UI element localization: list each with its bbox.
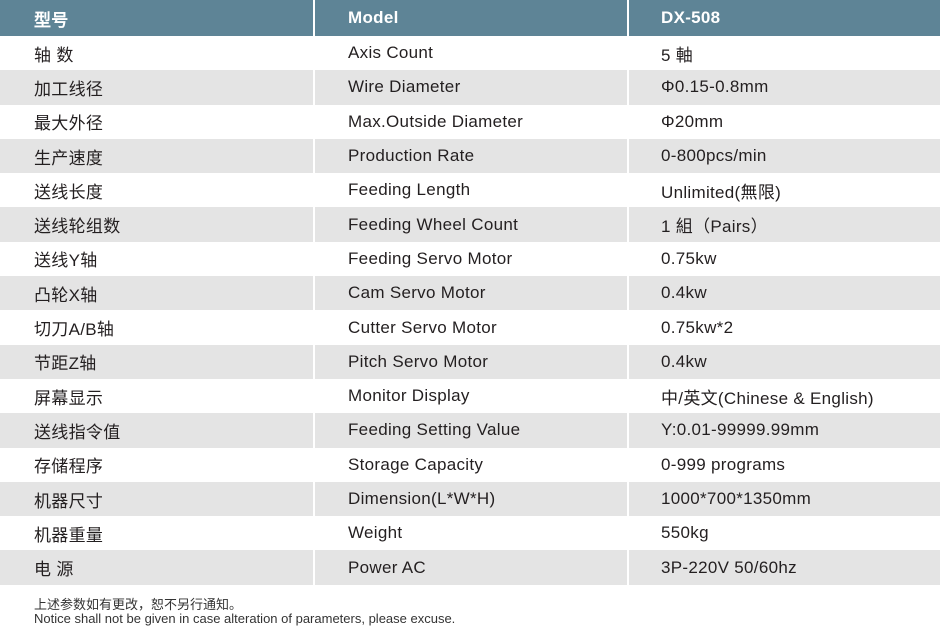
- table-cell: 屏幕显示: [34, 388, 104, 408]
- table-row: 送线轮组数 Feeding Wheel Count 1 組（Pairs）: [0, 207, 940, 242]
- table-cell: 凸轮X轴: [34, 285, 98, 305]
- table-cell: 节距Z轴: [34, 354, 97, 374]
- table-row: 机器重量 Weight 550kg: [0, 516, 940, 551]
- table-cell: Storage Capacity: [313, 447, 627, 482]
- table-row: 机器尺寸 Dimension(L*W*H) 1000*700*1350mm: [0, 481, 940, 517]
- table-cell: Pitch Servo Motor: [313, 344, 627, 379]
- table-cell: Power AC: [313, 550, 627, 585]
- header-cell: Model: [313, 0, 627, 36]
- header-cell: DX-508: [627, 0, 940, 36]
- table-cell: 送线轮组数: [34, 217, 121, 237]
- table-cell: 0.75kw*2: [627, 310, 940, 345]
- table-cell: Axis Count: [313, 36, 627, 71]
- table-cell: 1 組（Pairs）: [627, 207, 940, 242]
- table-cell: 生产速度: [34, 148, 104, 168]
- spec-table: 型号 Model DX-508 轴 数 Axis Count 5 軸加工线径 Wire…: [0, 0, 940, 585]
- table-cell: Dimension(L*W*H): [313, 481, 627, 517]
- table-cell: Weight: [313, 516, 627, 551]
- table-cell: Y:0.01-99999.99mm: [627, 413, 940, 448]
- table-row: 节距Z轴 Pitch Servo Motor 0.4kw: [0, 344, 940, 379]
- table-cell: 送线指令值: [34, 422, 121, 442]
- table-row: 凸轮X轴 Cam Servo Motor 0.4kw: [0, 276, 940, 311]
- notice: 上述参数如有更改，恕不另行通知。 Notice shall not be giv…: [34, 598, 455, 626]
- table-cell: 中/英文(Chinese & English): [627, 378, 940, 414]
- table-cell: Feeding Length: [313, 173, 627, 208]
- table-cell: Feeding Servo Motor: [313, 241, 627, 277]
- table-cell: 0.75kw: [627, 241, 940, 277]
- table-cell: 切刀A/B轴: [34, 320, 115, 340]
- table-cell: 送线长度: [34, 182, 104, 202]
- table-cell: 存储程序: [34, 457, 104, 477]
- table-row: 轴 数 Axis Count 5 軸: [0, 36, 940, 71]
- table-row: 最大外径 Max.Outside Diameter Φ20mm: [0, 104, 940, 139]
- table-row: 加工线径 Wire Diameter Φ0.15-0.8mm: [0, 70, 940, 105]
- table-cell: Φ20mm: [627, 104, 940, 139]
- table-cell: 机器重量: [34, 525, 104, 545]
- header-cell: 型号: [34, 10, 69, 30]
- table-row: 送线Y轴 Feeding Servo Motor 0.75kw: [0, 241, 940, 277]
- table-row: 生产速度 Production Rate 0-800pcs/min: [0, 138, 940, 174]
- table-row: 送线指令值 Feeding Setting Value Y:0.01-99999.9…: [0, 413, 940, 448]
- table-cell: 1000*700*1350mm: [627, 481, 940, 517]
- table-cell: Monitor Display: [313, 378, 627, 414]
- table-cell: Max.Outside Diameter: [313, 104, 627, 139]
- table-cell: Production Rate: [313, 138, 627, 174]
- table-cell: 最大外径: [34, 114, 104, 134]
- notice-en: Notice shall not be given in case altera…: [34, 611, 456, 626]
- table-cell: 送线Y轴: [34, 251, 98, 271]
- table-cell: Unlimited(無限): [627, 173, 940, 208]
- table-cell: Feeding Wheel Count: [313, 207, 627, 242]
- table-cell: 0-800pcs/min: [627, 138, 940, 174]
- table-cell: 加工线径: [34, 79, 104, 99]
- table-cell: Cutter Servo Motor: [313, 310, 627, 345]
- table-cell: 3P-220V 50/60hz: [627, 550, 940, 585]
- table-cell: 0.4kw: [627, 276, 940, 311]
- notice-cn: 上述参数如有更改，恕不另行通知。: [34, 597, 243, 612]
- table-cell: 550kg: [627, 516, 940, 551]
- table-cell: 轴 数: [34, 45, 74, 65]
- table-row: 切刀A/B轴 Cutter Servo Motor 0.75kw*2: [0, 310, 940, 345]
- table-cell: Wire Diameter: [313, 70, 627, 105]
- table-cell: Cam Servo Motor: [313, 276, 627, 311]
- table-header: 型号 Model DX-508: [0, 0, 940, 36]
- table-cell: 机器尺寸: [34, 491, 104, 511]
- table-row: 屏幕显示 Monitor Display 中/英文(Chinese & Englis…: [0, 378, 940, 414]
- table-cell: Φ0.15-0.8mm: [627, 70, 940, 105]
- table-cell: 0-999 programs: [627, 447, 940, 482]
- table-cell: 0.4kw: [627, 344, 940, 379]
- table-cell: 电 源: [34, 560, 74, 580]
- table-row: 电 源 Power AC 3P-220V 50/60hz: [0, 550, 940, 585]
- table-row: 送线长度 Feeding Length Unlimited(無限): [0, 173, 940, 208]
- table-row: 存储程序 Storage Capacity 0-999 programs: [0, 447, 940, 482]
- table-cell: 5 軸: [627, 36, 940, 71]
- table-cell: Feeding Setting Value: [313, 413, 627, 448]
